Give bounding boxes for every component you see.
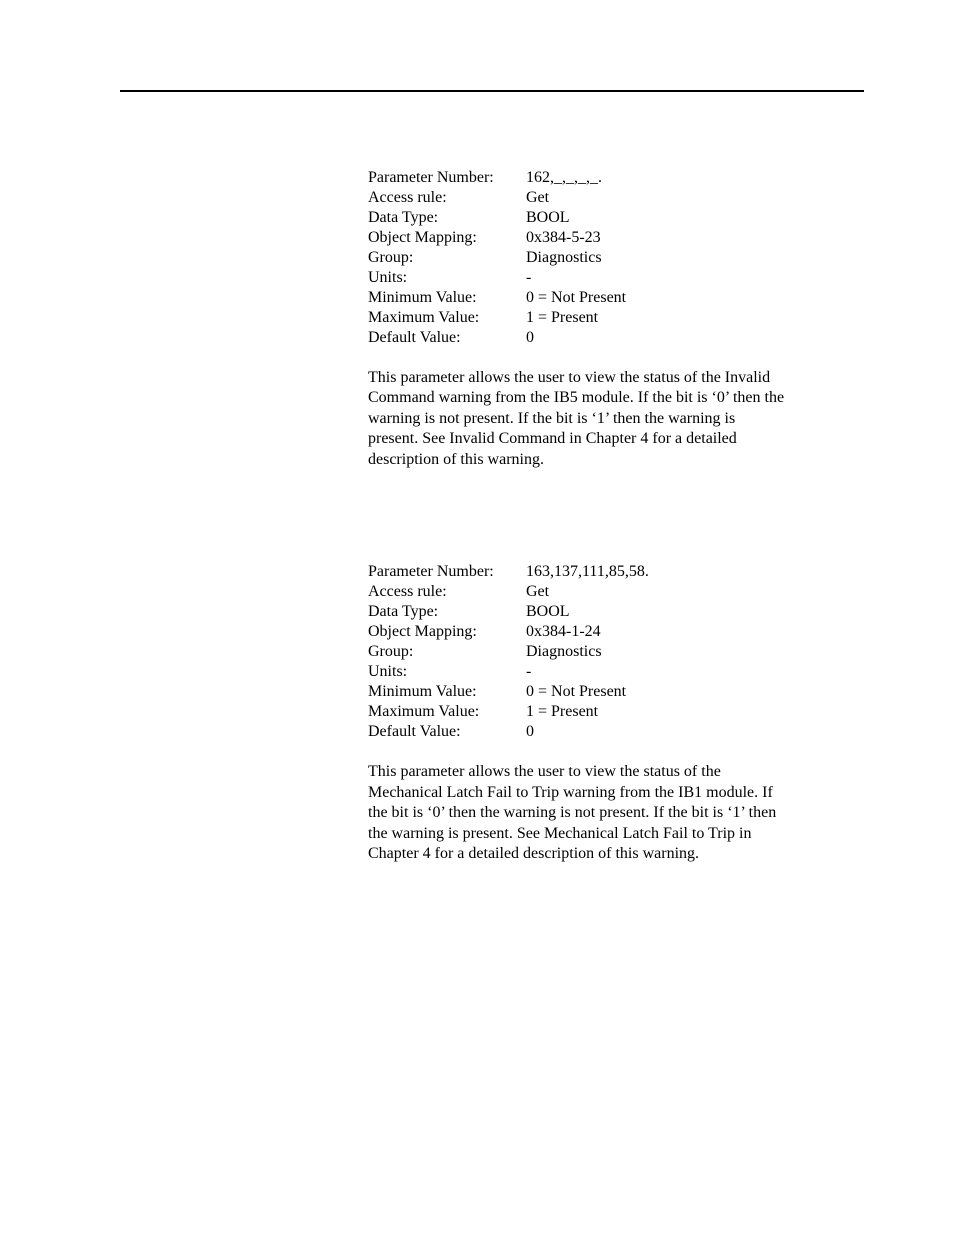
param-row: Access rule: Get (368, 582, 794, 602)
parameter-table: Parameter Number: 163,137,111,85,58. Acc… (368, 562, 794, 742)
param-label: Maximum Value: (368, 308, 526, 328)
param-row: Maximum Value: 1 = Present (368, 702, 794, 722)
param-row: Default Value: 0 (368, 328, 794, 348)
parameter-section: Parameter Number: 162,_,_,_,_. Access ru… (368, 168, 794, 470)
parameter-table: Parameter Number: 162,_,_,_,_. Access ru… (368, 168, 794, 348)
param-label: Data Type: (368, 602, 526, 622)
param-value: 162,_,_,_,_. (526, 168, 794, 188)
param-value: BOOL (526, 602, 794, 622)
param-row: Default Value: 0 (368, 722, 794, 742)
param-row: Units: - (368, 662, 794, 682)
param-label: Minimum Value: (368, 682, 526, 702)
param-label: Parameter Number: (368, 168, 526, 188)
param-value: Get (526, 582, 794, 602)
document-page: Parameter Number: 162,_,_,_,_. Access ru… (0, 0, 954, 865)
parameter-description: This parameter allows the user to view t… (368, 368, 788, 470)
param-label: Access rule: (368, 188, 526, 208)
param-row: Maximum Value: 1 = Present (368, 308, 794, 328)
param-label: Units: (368, 662, 526, 682)
param-row: Group: Diagnostics (368, 248, 794, 268)
param-label: Data Type: (368, 208, 526, 228)
param-value: 0 (526, 722, 794, 742)
param-row: Data Type: BOOL (368, 602, 794, 622)
param-row: Minimum Value: 0 = Not Present (368, 682, 794, 702)
param-value: 0 (526, 328, 794, 348)
param-label: Object Mapping: (368, 228, 526, 248)
param-label: Parameter Number: (368, 562, 526, 582)
param-label: Units: (368, 268, 526, 288)
param-label: Group: (368, 248, 526, 268)
param-row: Object Mapping: 0x384-1-24 (368, 622, 794, 642)
param-value: Diagnostics (526, 642, 794, 662)
param-row: Parameter Number: 163,137,111,85,58. (368, 562, 794, 582)
param-row: Data Type: BOOL (368, 208, 794, 228)
param-value: 0 = Not Present (526, 682, 794, 702)
param-value: Diagnostics (526, 248, 794, 268)
param-row: Parameter Number: 162,_,_,_,_. (368, 168, 794, 188)
param-value: 163,137,111,85,58. (526, 562, 794, 582)
param-label: Default Value: (368, 328, 526, 348)
param-label: Group: (368, 642, 526, 662)
param-row: Access rule: Get (368, 188, 794, 208)
param-row: Units: - (368, 268, 794, 288)
param-value: - (526, 268, 794, 288)
param-label: Access rule: (368, 582, 526, 602)
param-label: Minimum Value: (368, 288, 526, 308)
param-label: Default Value: (368, 722, 526, 742)
param-value: BOOL (526, 208, 794, 228)
parameter-section: Parameter Number: 163,137,111,85,58. Acc… (368, 562, 794, 864)
param-value: 1 = Present (526, 308, 794, 328)
param-row: Group: Diagnostics (368, 642, 794, 662)
param-value: 0x384-1-24 (526, 622, 794, 642)
param-row: Object Mapping: 0x384-5-23 (368, 228, 794, 248)
param-label: Maximum Value: (368, 702, 526, 722)
param-label: Object Mapping: (368, 622, 526, 642)
horizontal-rule (120, 90, 864, 92)
param-value: 0 = Not Present (526, 288, 794, 308)
param-row: Minimum Value: 0 = Not Present (368, 288, 794, 308)
param-value: 1 = Present (526, 702, 794, 722)
param-value: Get (526, 188, 794, 208)
param-value: - (526, 662, 794, 682)
parameter-description: This parameter allows the user to view t… (368, 762, 788, 864)
param-value: 0x384-5-23 (526, 228, 794, 248)
